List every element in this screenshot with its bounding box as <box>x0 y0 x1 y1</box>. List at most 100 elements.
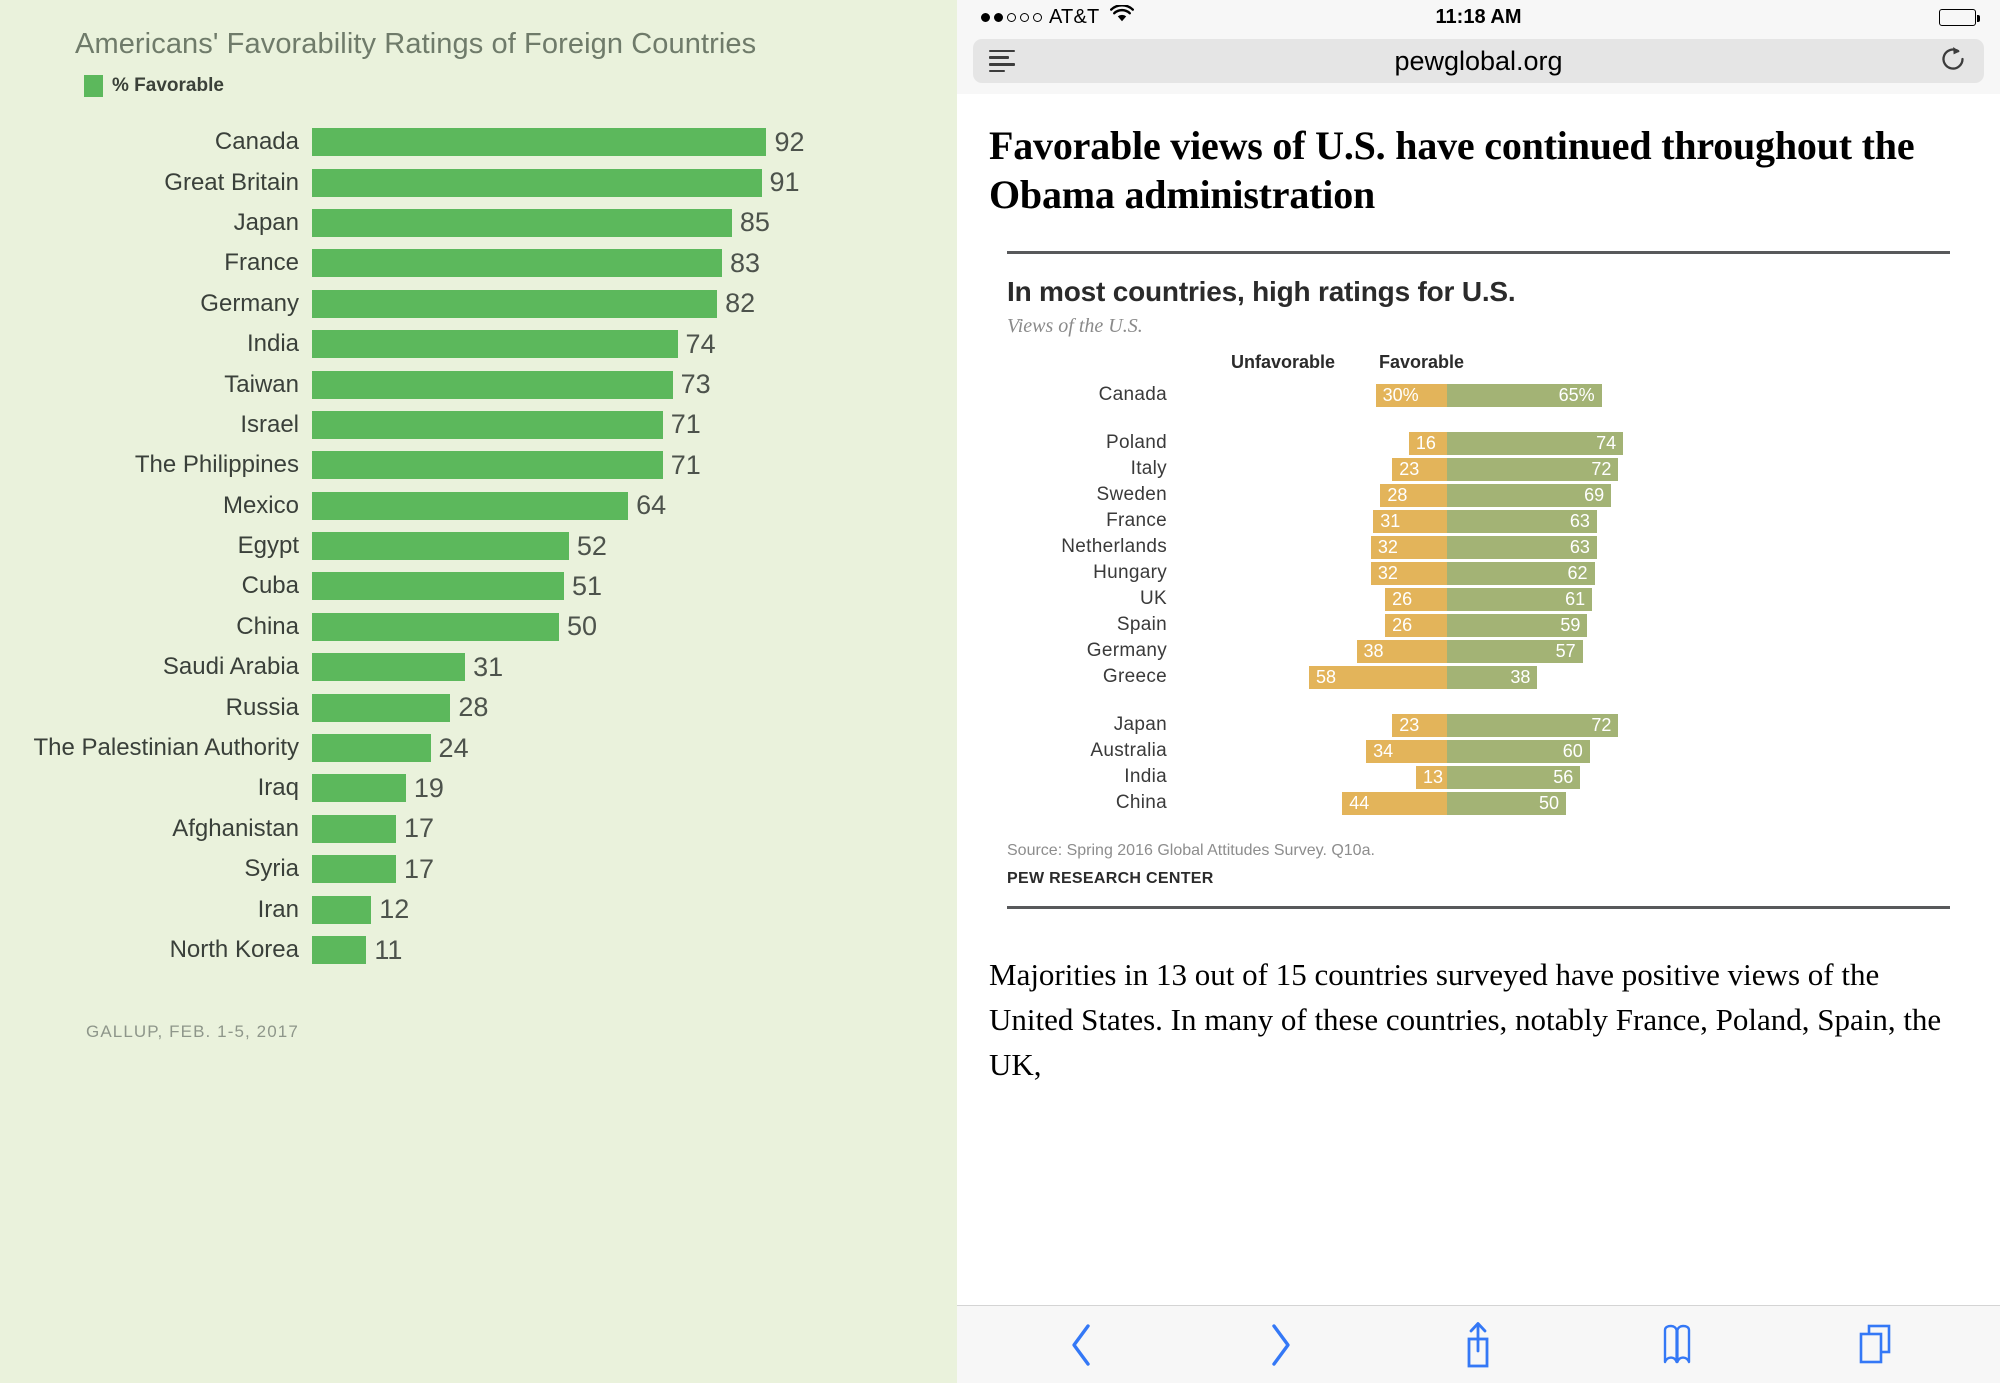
pew-country-label: Sweden <box>1096 484 1167 506</box>
pew-chart-row: Poland 16 74 <box>989 430 1968 456</box>
gallup-country-label: Russia <box>225 693 299 721</box>
web-page-content: Favorable views of U.S. have continued t… <box>957 94 2000 1305</box>
gallup-bar-value: 82 <box>725 288 756 319</box>
pew-favorable-bar: 72 <box>1446 714 1619 738</box>
gallup-bar <box>312 249 723 278</box>
gallup-bar-value: 24 <box>438 732 469 763</box>
pew-country-label: Spain <box>1116 614 1167 636</box>
share-icon[interactable] <box>1443 1315 1513 1375</box>
url-text: pewglobal.org <box>1394 45 1563 76</box>
pew-country-label: Australia <box>1090 740 1167 762</box>
gallup-bar-row: Germany 82 <box>0 284 957 324</box>
gallup-bar-row: Afghanistan 17 <box>0 809 957 849</box>
pew-country-label: Germany <box>1086 640 1167 662</box>
signal-dot <box>1033 12 1042 22</box>
pew-bar-group: 13 56 <box>1416 766 1581 790</box>
pew-country-label: Italy <box>1130 458 1167 480</box>
gallup-bar-row: Canada 92 <box>0 122 957 162</box>
gallup-bar-value: 73 <box>680 369 711 400</box>
gallup-country-label: Israel <box>240 410 299 438</box>
gallup-bar-row: Syria 17 <box>0 849 957 889</box>
pew-bar-track: 26 59 <box>1179 612 1968 638</box>
gallup-bar-wrap: 12 <box>312 895 409 924</box>
pew-unfavorable-bar: 26 <box>1385 588 1447 612</box>
pew-bar-group: 16 74 <box>1408 432 1624 456</box>
gallup-bar-value: 52 <box>576 530 607 561</box>
pew-unfavorable-bar: 32 <box>1370 562 1447 586</box>
gallup-country-label: India <box>246 330 299 358</box>
pew-bar-group: 38 57 <box>1356 640 1583 664</box>
battery-icon <box>1939 8 1980 26</box>
gallup-bar-row: Iraq 19 <box>0 768 957 808</box>
gallup-bar-value: 71 <box>670 449 701 480</box>
pew-favorable-bar: 61 <box>1446 588 1593 612</box>
pew-source-note: Source: Spring 2016 Global Attitudes Sur… <box>1007 842 1375 860</box>
pew-chart-row: India 13 56 <box>989 764 1968 790</box>
signal-strength-icon <box>981 12 1042 22</box>
gallup-bar-row: Cuba 51 <box>0 566 957 606</box>
gallup-country-label: The Philippines <box>134 451 299 479</box>
gallup-bar-row: Mexico 64 <box>0 486 957 526</box>
gallup-bar-wrap: 17 <box>312 814 434 843</box>
pew-favorable-bar: 59 <box>1446 614 1588 638</box>
gallup-bar <box>312 532 569 561</box>
gallup-country-label: Syria <box>244 855 299 883</box>
pew-chart-row: Spain 26 59 <box>989 612 1968 638</box>
gallup-bar <box>312 451 663 480</box>
gallup-country-label: Iran <box>257 895 299 923</box>
legend-label: % Favorable <box>112 75 224 96</box>
pew-chart-row: Japan 23 72 <box>989 712 1968 738</box>
pew-bar-track: 31 63 <box>1179 508 1968 534</box>
gallup-bar-row: Saudi Arabia 31 <box>0 647 957 687</box>
gallup-bar-row: Russia 28 <box>0 687 957 727</box>
pew-chart-row: China 44 50 <box>989 790 1968 816</box>
gallup-bar <box>312 774 406 803</box>
pew-favorable-bar: 60 <box>1446 740 1590 764</box>
gallup-legend: % Favorable <box>84 75 224 97</box>
signal-dot <box>981 12 990 22</box>
gallup-bar-row: Egypt 52 <box>0 526 957 566</box>
gallup-country-label: Afghanistan <box>172 814 299 842</box>
gallup-source-note: GALLUP, FEB. 1-5, 2017 <box>86 1022 299 1041</box>
pew-bar-group: 26 59 <box>1385 614 1588 638</box>
gallup-country-label: Canada <box>214 128 299 156</box>
wifi-icon <box>1110 4 1135 29</box>
pew-country-label: Hungary <box>1093 562 1167 584</box>
pew-unfavorable-bar: 30% <box>1375 384 1447 408</box>
gallup-bar-wrap: 64 <box>312 491 666 520</box>
gallup-bar-value: 50 <box>567 611 598 642</box>
gallup-bar-row: Great Britain 91 <box>0 162 957 202</box>
gallup-country-label: Japan <box>233 208 299 236</box>
tabs-icon[interactable] <box>1840 1315 1910 1375</box>
gallup-bar-value: 85 <box>739 207 770 238</box>
pew-chart-subtitle: Views of the U.S. <box>1007 315 1143 338</box>
gallup-bar-value: 28 <box>458 692 489 723</box>
reader-view-icon[interactable] <box>989 49 1015 73</box>
gallup-bar-value: 51 <box>571 570 602 601</box>
gallup-bar <box>312 855 396 884</box>
ios-status-bar: AT&T 11:18 AM <box>957 0 2000 34</box>
pew-unfavorable-bar: 16 <box>1408 432 1447 456</box>
pew-bar-track: 30% 65% <box>1179 382 1968 408</box>
pew-unfavorable-bar: 32 <box>1370 536 1447 560</box>
gallup-bar-value: 91 <box>769 167 800 198</box>
pew-chart-rows: Canada 30% 65% Poland 16 74 Italy 23 72 Sweden 28 6… <box>989 382 1968 816</box>
pew-country-label: France <box>1106 510 1167 532</box>
gallup-bar <box>312 128 767 157</box>
gallup-bar-wrap: 19 <box>312 774 444 803</box>
gallup-bar-wrap: 85 <box>312 207 770 238</box>
gallup-bar <box>312 572 564 601</box>
gallup-country-label: China <box>236 612 299 640</box>
gallup-bar-value: 74 <box>685 328 716 359</box>
pew-chart-row: Canada 30% 65% <box>989 382 1968 408</box>
bookmarks-icon[interactable] <box>1642 1315 1712 1375</box>
pew-favorable-bar: 56 <box>1446 766 1581 790</box>
forward-icon[interactable] <box>1245 1315 1315 1375</box>
pew-country-label: India <box>1124 766 1167 788</box>
pew-rule-top <box>1007 251 1950 255</box>
address-bar[interactable]: pewglobal.org <box>973 39 1984 83</box>
pew-bar-track: 26 61 <box>1179 586 1968 612</box>
reload-icon[interactable] <box>1938 44 1968 79</box>
back-icon[interactable] <box>1047 1315 1117 1375</box>
pew-favorable-bar: 65% <box>1446 384 1602 408</box>
